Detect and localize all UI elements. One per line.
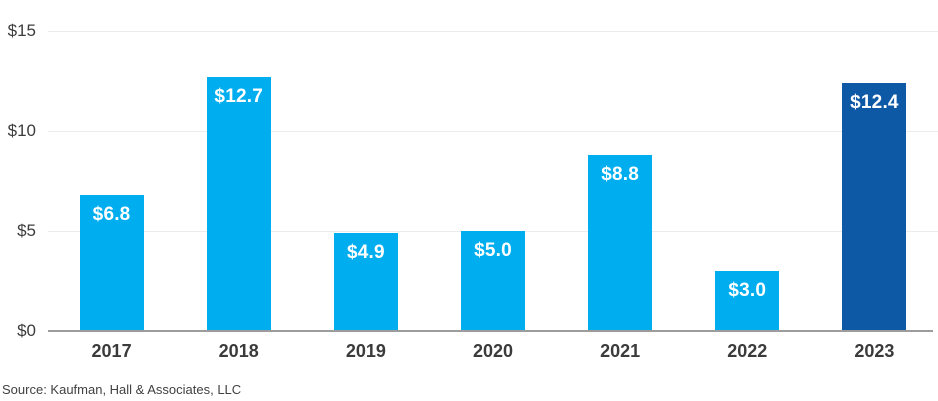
bar-2021: $8.8	[588, 155, 653, 331]
y-tick-label: $10	[7, 121, 36, 140]
bar-value-label: $6.8	[92, 204, 131, 225]
bar-value-label: $5.0	[474, 240, 512, 261]
bar-value-label: $4.9	[346, 242, 385, 263]
bar-2017: $6.8	[79, 195, 144, 331]
x-tick-label-2022: 2022	[727, 341, 768, 361]
x-axis-line	[48, 330, 933, 332]
bar-2019: $4.9	[333, 233, 398, 331]
x-tick-label-2020: 2020	[472, 341, 514, 361]
source-note: Source: Kaufman, Hall & Associates, LLC	[2, 382, 242, 397]
bar-value-label: $12.7	[214, 86, 263, 107]
x-tick-label-2019: 2019	[345, 341, 386, 361]
bar-value-label: $8.8	[601, 164, 640, 185]
bar-2020: $5.0	[461, 231, 525, 331]
bar-2023: $12.4	[842, 83, 907, 331]
x-tick-label-2017: 2017	[91, 341, 132, 361]
x-tick-label-2023: 2023	[854, 341, 895, 361]
y-tick-label: $5	[17, 221, 36, 240]
x-tick-label-2021: 2021	[600, 341, 641, 361]
bar-2022: $3.0	[715, 271, 780, 331]
bar-2018: $12.7	[206, 77, 271, 331]
x-tick-label-2018: 2018	[218, 341, 259, 361]
gridline-$10	[48, 131, 938, 132]
y-tick-label: $15	[7, 21, 36, 40]
y-tick-label: $0	[17, 321, 36, 340]
bar-value-label: $12.4	[850, 92, 899, 113]
bar-value-label: $3.0	[728, 280, 767, 301]
gridline-$15	[48, 31, 938, 32]
